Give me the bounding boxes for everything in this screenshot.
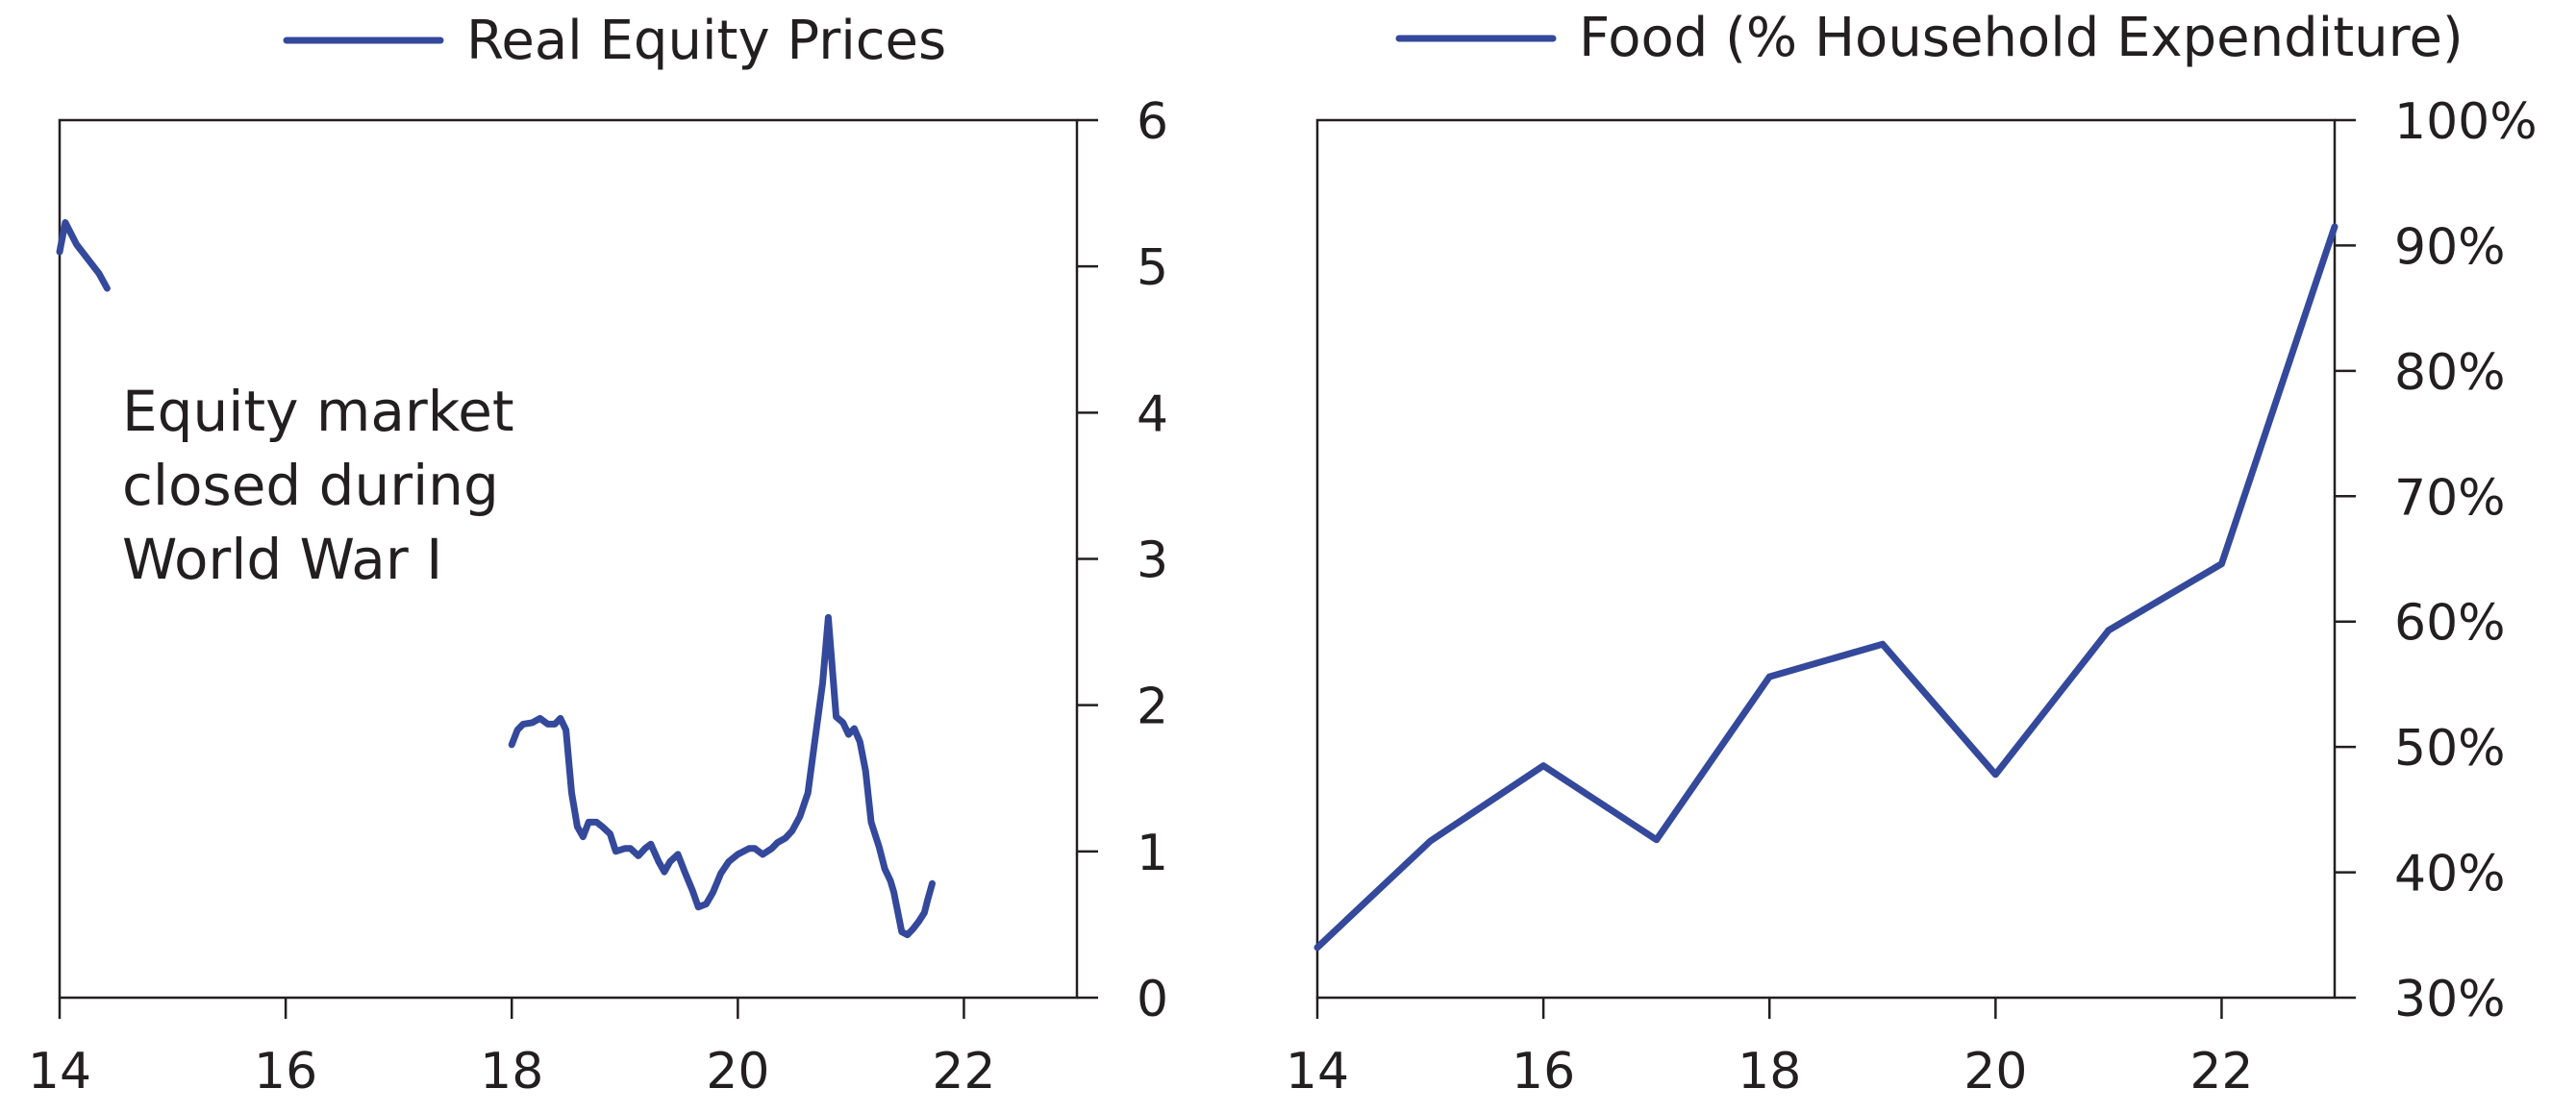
right-plot-frame [1315,118,2337,1000]
y-tick-label: 80% [2394,344,2506,402]
x-tick-label: 20 [706,1043,769,1101]
y-tick-label: 70% [2394,469,2506,527]
right-panel: Food (% Household Expenditure) 14 16 18 20 2… [1286,7,2538,1101]
left-legend-label: Real Equity Prices [466,10,946,72]
x-tick-label: 20 [1963,1043,2027,1101]
annotation-line-1: Equity market [122,379,514,444]
left-series-lines [56,219,936,939]
x-tick-label: 16 [254,1043,317,1101]
y-tick-label: 6 [1137,93,1168,151]
y-tick-label: 90% [2394,218,2506,276]
y-tick-label: 4 [1137,385,1168,443]
left-panel: Real Equity Prices 14 16 18 20 22 0 1 2 3 4 5 6 Equ… [28,10,1168,1101]
left-series-segment-2 [508,613,936,939]
x-tick-label: 18 [1738,1043,1801,1101]
right-legend-label: Food (% Household Expenditure) [1579,7,2463,69]
y-tick-label: 100% [2394,93,2538,151]
left-legend: Real Equity Prices [283,10,946,72]
annotation-line-3: World War I [122,527,442,592]
right-axis-ticks: 14 16 18 20 22 30% 40% 50% 60% 70% 80% 90% 100% [1286,93,2538,1101]
y-tick-label: 60% [2394,595,2506,653]
right-series-segment-1 [1313,223,2338,952]
x-tick-label: 14 [1286,1043,1349,1101]
annotation-line-2: closed during [122,453,499,518]
y-tick-label: 0 [1137,971,1168,1028]
left-annotation: Equity market closed during World War I [122,379,532,592]
right-legend: Food (% Household Expenditure) [1395,7,2463,69]
y-tick-label: 3 [1137,532,1168,590]
y-tick-label: 5 [1137,239,1168,297]
y-tick-label: 30% [2394,971,2506,1028]
x-tick-label: 14 [28,1043,91,1101]
x-tick-label: 22 [932,1043,995,1101]
y-tick-label: 40% [2394,846,2506,903]
y-tick-label: 2 [1137,679,1168,736]
y-tick-label: 50% [2394,720,2506,778]
x-tick-label: 16 [1512,1043,1575,1101]
left-series-segment-1 [56,219,111,292]
right-series-lines [1313,223,2338,952]
x-tick-label: 18 [480,1043,543,1101]
left-axis-ticks: 14 16 18 20 22 0 1 2 3 4 5 6 [28,93,1168,1101]
x-tick-label: 22 [2189,1043,2253,1101]
y-tick-label: 1 [1137,825,1168,882]
